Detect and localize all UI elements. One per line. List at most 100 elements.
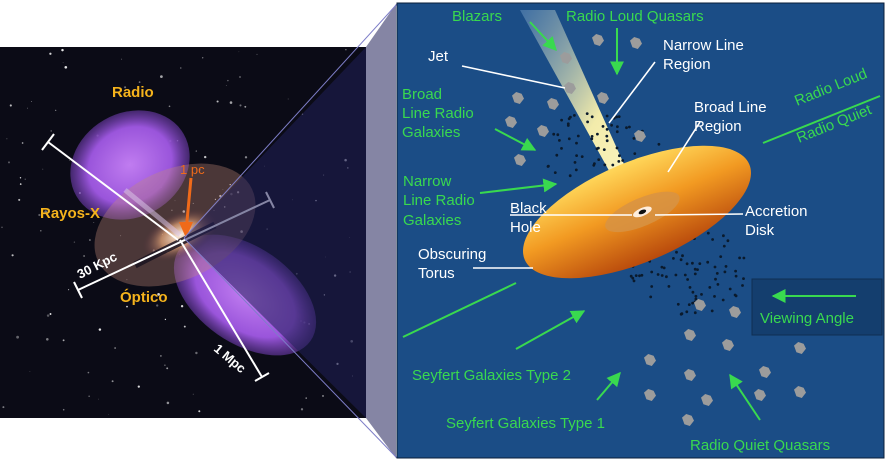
star xyxy=(244,156,248,159)
star xyxy=(6,138,8,140)
dust-dot xyxy=(585,112,589,115)
star xyxy=(322,395,324,397)
blrg-label-line1: Broad xyxy=(402,86,442,103)
star xyxy=(16,335,19,339)
xray-jet xyxy=(123,188,182,237)
dust-dot xyxy=(560,118,563,122)
star xyxy=(168,105,171,108)
dust-dot xyxy=(560,147,563,150)
dust-dot xyxy=(558,139,561,142)
cloud xyxy=(794,386,806,398)
star xyxy=(166,401,170,405)
star xyxy=(49,313,52,315)
dust-dot xyxy=(713,295,716,298)
star xyxy=(9,104,12,107)
blazars-label: Blazars xyxy=(452,8,502,25)
star xyxy=(62,408,65,411)
star xyxy=(214,198,217,201)
dust-dot xyxy=(628,125,631,129)
dust-dot xyxy=(567,117,571,121)
dust-dot xyxy=(568,174,572,178)
dust-dot xyxy=(738,256,741,260)
obscuring-torus xyxy=(523,145,751,279)
star xyxy=(202,57,204,59)
star xyxy=(240,366,242,368)
blrg-label-line2: Line Radio xyxy=(402,105,474,122)
star xyxy=(137,385,140,388)
star xyxy=(19,183,22,185)
dust-dot xyxy=(566,122,570,126)
star xyxy=(126,279,128,281)
star xyxy=(98,328,102,331)
star xyxy=(192,202,194,204)
radio-lobe-upper xyxy=(70,110,190,220)
dust-dot xyxy=(590,137,594,141)
star xyxy=(93,222,95,223)
cloud xyxy=(644,389,656,401)
star xyxy=(121,58,123,60)
pc-label: 1 pc xyxy=(180,162,205,177)
dust-dot xyxy=(710,309,714,313)
star xyxy=(31,101,33,103)
star xyxy=(225,85,227,86)
black-hole-label-line1: Black xyxy=(510,200,547,217)
green-arrows xyxy=(402,21,856,421)
dust-dot xyxy=(597,158,601,162)
star xyxy=(68,289,70,291)
star xyxy=(160,75,163,78)
cloud xyxy=(722,339,734,351)
dust-dot xyxy=(660,274,664,277)
dust-dot xyxy=(711,238,714,241)
accretion-disk-label-line1: Accretion xyxy=(745,203,808,220)
star xyxy=(44,210,48,213)
cloud xyxy=(729,306,741,318)
dust-dot xyxy=(719,255,723,258)
cloud xyxy=(794,342,806,354)
cloud xyxy=(754,389,766,401)
dust-dot xyxy=(574,168,578,172)
dust-dot xyxy=(688,286,692,289)
dust-dot xyxy=(610,123,613,127)
cloud xyxy=(701,394,713,406)
torus-label-line1: Obscuring xyxy=(418,246,486,263)
dust-dot xyxy=(723,270,727,274)
dust-dot xyxy=(693,272,697,276)
dust-dot xyxy=(662,266,666,270)
dust-dot xyxy=(629,274,633,278)
dust-dot xyxy=(615,130,619,134)
star xyxy=(287,98,289,100)
dust-dot xyxy=(605,134,609,138)
dust-dot xyxy=(715,272,719,275)
star xyxy=(138,81,141,83)
star xyxy=(174,200,176,202)
dust-dot xyxy=(546,165,550,168)
dust-dot xyxy=(698,262,702,265)
dust-dot xyxy=(580,155,584,159)
dust-dot xyxy=(553,171,557,175)
star xyxy=(229,183,231,186)
dust-dot xyxy=(724,265,728,268)
torus-label-line2: Torus xyxy=(418,265,455,282)
dust-dot xyxy=(595,147,599,151)
star xyxy=(73,241,76,243)
dust-dot xyxy=(674,273,678,277)
dust-dot xyxy=(611,163,615,167)
star xyxy=(126,305,128,308)
star xyxy=(49,52,52,55)
star xyxy=(204,155,207,159)
dust-dot xyxy=(694,294,698,298)
seyfert-2-label: Seyfert Galaxies Type 2 xyxy=(412,367,571,384)
right-panel: Blazars Radio Loud Quasars Broad Line Ra… xyxy=(396,2,885,459)
cloud xyxy=(759,366,771,378)
dust-dot xyxy=(728,287,732,291)
dust-dot xyxy=(691,290,695,294)
dust-dot xyxy=(679,258,683,262)
nlrg-label-line2: Line Radio xyxy=(403,192,475,209)
dust-dot xyxy=(734,294,738,298)
cloud xyxy=(694,299,706,311)
star xyxy=(219,194,222,198)
dust-dot xyxy=(573,114,576,117)
dust-dot xyxy=(660,265,664,269)
star xyxy=(227,79,229,82)
